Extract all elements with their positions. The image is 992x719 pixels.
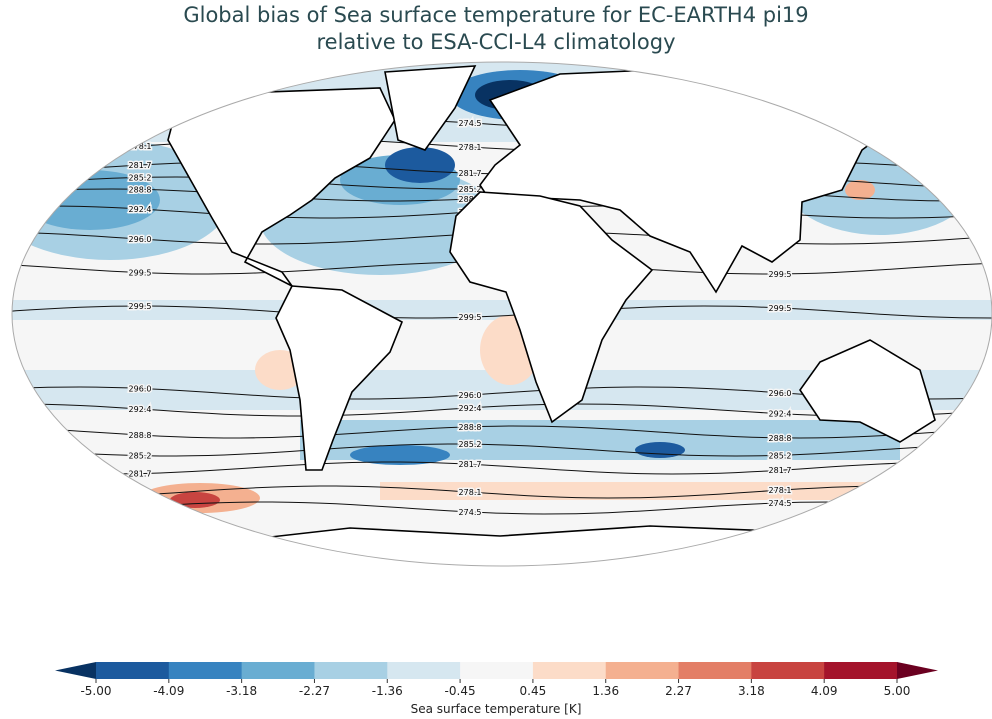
colorbar-bin xyxy=(678,662,752,679)
africa xyxy=(449,191,654,424)
contour-label: 299.5 xyxy=(459,313,482,322)
contour-line xyxy=(12,443,992,457)
colorbar-tick-label: -5.00 xyxy=(80,684,112,698)
contour-label: 285.2 xyxy=(459,185,482,194)
contour-label: 296.0 xyxy=(769,389,792,398)
colorbar-title: Sea surface temperature [K] xyxy=(410,702,582,716)
colorbar-bin xyxy=(532,662,607,679)
colorbar-bin xyxy=(96,662,170,679)
north-america xyxy=(167,87,396,287)
contour-label: 285.2 xyxy=(769,451,792,460)
colorbar-bin xyxy=(751,662,825,679)
colorbar-bin xyxy=(241,662,315,679)
sst-contours: 274.5 274.5 274.5 278.1 278.1 278.1 281.7 281.7… xyxy=(12,117,992,518)
contour-label: 281.7 xyxy=(459,169,482,178)
colorbar-bin xyxy=(605,662,680,679)
contour-label: 288.8 xyxy=(769,434,792,443)
contour-label: 285.2 xyxy=(129,173,152,182)
contour-label: 285.2 xyxy=(459,440,482,449)
contour-label: 278.1 xyxy=(769,486,792,495)
contour-label: 281.7 xyxy=(129,161,152,170)
australia xyxy=(799,339,936,443)
contour-label: 292.4 xyxy=(769,410,792,419)
colorbar-tick-label: -0.45 xyxy=(444,684,476,698)
contour-label: 288.8 xyxy=(129,185,152,194)
colorbar-tick-label: -2.27 xyxy=(298,684,330,698)
contour-label: 274.5 xyxy=(459,508,482,517)
colorbar-tick-label: 2.27 xyxy=(665,684,692,698)
contour-label: 299.5 xyxy=(129,269,152,278)
contour-label: 296.0 xyxy=(459,391,482,400)
colorbar-bin xyxy=(460,662,534,679)
colorbar-tick-label: 3.18 xyxy=(738,684,765,698)
colorbar-tick-label: 1.36 xyxy=(592,684,620,698)
globe-outline xyxy=(11,61,992,567)
contour-line xyxy=(12,485,992,499)
colorbar-bin xyxy=(168,662,243,679)
colorbar xyxy=(55,662,938,683)
contour-label: 278.1 xyxy=(459,143,482,152)
colorbar-bin xyxy=(824,662,898,679)
contour-label: 278.1 xyxy=(459,488,482,497)
contour-label: 292.4 xyxy=(129,205,152,214)
map-title-line2: relative to ESA-CCI-L4 climatology xyxy=(316,30,676,54)
colorbar-bin xyxy=(387,662,461,679)
contour-label: 288.8 xyxy=(459,423,482,432)
colorbar-tick-label: 0.45 xyxy=(519,684,547,698)
contour-label: 281.7 xyxy=(459,460,482,469)
contour-label: 281.7 xyxy=(129,470,152,479)
colorbar-tick-label: -1.36 xyxy=(371,684,403,698)
colorbar-tick-label: -4.09 xyxy=(153,684,185,698)
contour-line xyxy=(12,305,992,319)
colorbar-bin xyxy=(314,662,388,679)
contour-label: 299.5 xyxy=(769,270,792,279)
colorbar-tick-label: -3.18 xyxy=(226,684,258,698)
contour-label: 278.1 xyxy=(129,142,152,151)
contour-label: 278.1 xyxy=(129,491,152,500)
contour-line xyxy=(12,461,992,475)
contour-label: 274.5 xyxy=(769,499,792,508)
contour-label: 285.2 xyxy=(129,452,152,461)
contour-line xyxy=(12,425,992,439)
contour-label: 299.5 xyxy=(129,302,152,311)
contour-label: 292.4 xyxy=(459,404,482,413)
contour-label: 296.0 xyxy=(129,384,152,393)
contour-label: 296.0 xyxy=(129,235,152,244)
contour-label: 274.5 xyxy=(129,126,152,135)
colorbar-tick-label: 4.09 xyxy=(810,684,838,698)
contour-label: 299.5 xyxy=(769,304,792,313)
contour-label: 292.4 xyxy=(129,405,152,414)
contour-label: 274.5 xyxy=(129,503,152,512)
contour-label: 288.8 xyxy=(129,431,152,440)
contour-label: 274.5 xyxy=(459,119,482,128)
greenland xyxy=(384,65,477,151)
south-america xyxy=(275,285,404,471)
colorbar-extend-low xyxy=(55,662,96,679)
colorbar-tick-label: 5.00 xyxy=(883,684,911,698)
contour-label: 281.7 xyxy=(769,466,792,475)
map-title-line1: Global bias of Sea surface temperature f… xyxy=(183,3,809,27)
colorbar-extend-high xyxy=(897,662,938,679)
continents xyxy=(167,65,936,566)
